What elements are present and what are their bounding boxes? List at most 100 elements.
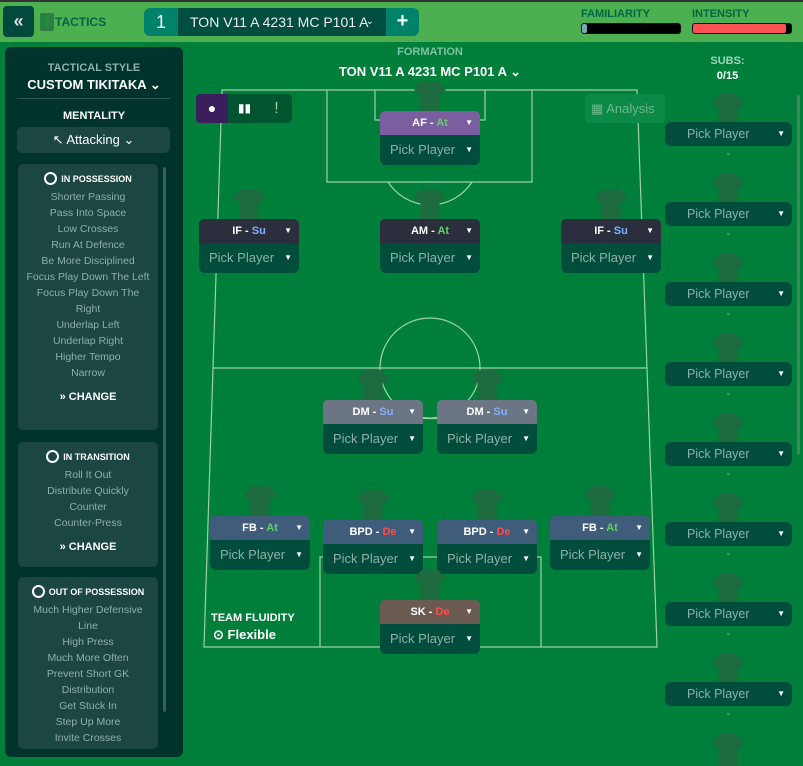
role-duty: Su bbox=[493, 406, 508, 418]
role-selector[interactable]: FB - At ▼ bbox=[210, 516, 310, 540]
instruction-item: Counter-Press bbox=[54, 517, 122, 529]
role-name: BPD bbox=[349, 526, 373, 538]
dropdown-arrow-icon: ▼ bbox=[522, 527, 530, 536]
grid-icon: ▦ bbox=[591, 101, 604, 116]
sub-placeholder: - bbox=[726, 228, 731, 240]
pick-sub-dropdown[interactable]: Pick Player ▼ bbox=[665, 682, 792, 706]
role-selector[interactable]: BPD - De ▼ bbox=[323, 520, 423, 544]
role-selector[interactable]: DM - Su ▼ bbox=[323, 400, 423, 424]
role-selector[interactable]: IF - Su ▼ bbox=[561, 219, 661, 243]
tactic-selector[interactable]: TON V11 A 4231 MC P101 A ⌄ bbox=[178, 8, 386, 36]
role-selector[interactable]: IF - Su ▼ bbox=[199, 219, 299, 243]
add-tactic-button[interactable]: + bbox=[386, 8, 419, 36]
tactic-slot-number[interactable]: 1 bbox=[144, 8, 178, 36]
role-selector[interactable]: AM - At ▼ bbox=[380, 219, 480, 243]
instruction-item: Counter bbox=[69, 501, 107, 513]
pick-player-dropdown[interactable]: Pick Player ▼ bbox=[323, 424, 423, 454]
team-fluidity-value[interactable]: ⊙ Flexible bbox=[213, 627, 276, 643]
pick-player-dropdown[interactable]: Pick Player ▼ bbox=[380, 243, 480, 273]
sub-placeholder: - bbox=[726, 708, 731, 720]
chevron-down-icon: ⌄ bbox=[149, 77, 161, 92]
pick-sub-dropdown[interactable]: Pick Player ▼ bbox=[665, 282, 792, 306]
pick-sub-dropdown[interactable]: Pick Player ▼ bbox=[665, 362, 792, 386]
stats-view-button[interactable]: ▮▮ bbox=[237, 101, 252, 115]
role-selector[interactable]: SK - De ▼ bbox=[380, 600, 480, 624]
dropdown-arrow-icon: ▼ bbox=[522, 434, 530, 443]
pick-player-dropdown[interactable]: Pick Player ▼ bbox=[550, 540, 650, 570]
pick-sub-dropdown[interactable]: Pick Player ▼ bbox=[665, 122, 792, 146]
pick-sub-dropdown[interactable]: Pick Player ▼ bbox=[665, 522, 792, 546]
sub-slot: Pick Player ▼ - bbox=[665, 202, 792, 240]
mentality-value: Attacking bbox=[66, 132, 120, 147]
pick-player-dropdown[interactable]: Pick Player ▼ bbox=[199, 243, 299, 273]
sidebar-scrollbar[interactable] bbox=[163, 167, 166, 712]
position-slot: DM - Su ▼ Pick Player ▼ bbox=[323, 400, 423, 454]
role-selector[interactable]: BPD - De ▼ bbox=[437, 520, 537, 544]
dropdown-arrow-icon: ▼ bbox=[284, 226, 292, 235]
pick-player-dropdown[interactable]: Pick Player ▼ bbox=[437, 424, 537, 454]
pick-player-dropdown[interactable]: Pick Player ▼ bbox=[323, 544, 423, 574]
sub-slot: Pick Player ▼ - bbox=[665, 522, 792, 560]
sub-slot: Pick Player ▼ - bbox=[665, 442, 792, 480]
pick-sub-dropdown[interactable]: Pick Player ▼ bbox=[665, 442, 792, 466]
mentality-dropdown[interactable]: ↖ Attacking ⌄ bbox=[17, 127, 170, 153]
intensity-meter[interactable] bbox=[692, 23, 792, 34]
dropdown-arrow-icon: ▼ bbox=[295, 550, 303, 559]
pick-player-dropdown[interactable]: Pick Player ▼ bbox=[380, 624, 480, 654]
sub-slot: Pick Player ▼ - bbox=[665, 282, 792, 320]
pick-player-dropdown[interactable]: Pick Player ▼ bbox=[561, 243, 661, 273]
formation-dropdown[interactable]: TON V11 A 4231 MC P101 A ⌄ bbox=[300, 64, 560, 80]
position-slot: FB - At ▼ Pick Player ▼ bbox=[210, 516, 310, 570]
dropdown-arrow-icon: ▼ bbox=[777, 369, 785, 378]
dropdown-arrow-icon: ▼ bbox=[465, 253, 473, 262]
role-name: AF bbox=[412, 117, 427, 129]
sub-placeholder: - bbox=[726, 548, 731, 560]
role-selector[interactable]: DM - Su ▼ bbox=[437, 400, 537, 424]
mentality-arrow-icon: ↖ bbox=[52, 132, 64, 147]
instruction-item: Focus Play Down The Left bbox=[26, 271, 150, 283]
player-name: Pick Player bbox=[447, 431, 513, 446]
dropdown-arrow-icon: ▼ bbox=[465, 226, 473, 235]
role-name: FB bbox=[242, 522, 257, 534]
change-in-possession-button[interactable]: » CHANGE bbox=[59, 391, 117, 403]
sub-placeholder: - bbox=[726, 468, 731, 480]
dropdown-arrow-icon: ▼ bbox=[646, 253, 654, 262]
familiarity-meter[interactable] bbox=[581, 23, 681, 34]
player-view-button[interactable]: ● bbox=[196, 94, 228, 123]
change-in-transition-button[interactable]: » CHANGE bbox=[59, 541, 117, 553]
dropdown-arrow-icon: ▼ bbox=[465, 145, 473, 154]
role-duty: De bbox=[496, 526, 511, 538]
role-duty: Su bbox=[613, 225, 628, 237]
role-name: BPD bbox=[463, 526, 487, 538]
role-selector[interactable]: FB - At ▼ bbox=[550, 516, 650, 540]
formation-label: FORMATION bbox=[397, 46, 463, 58]
tactical-style-dropdown[interactable]: CUSTOM TIKITAKA ⌄ bbox=[5, 77, 183, 93]
analysis-label: Analysis bbox=[606, 101, 655, 116]
role-name: FB bbox=[582, 522, 597, 534]
team-fluidity-label: TEAM FLUIDITY bbox=[211, 612, 295, 624]
pick-sub-dropdown[interactable]: Pick Player ▼ bbox=[665, 202, 792, 226]
subs-scrollbar[interactable] bbox=[797, 95, 800, 455]
position-slot: IF - Su ▼ Pick Player ▼ bbox=[199, 219, 299, 273]
pick-player-dropdown[interactable]: Pick Player ▼ bbox=[380, 135, 480, 165]
role-duty: At bbox=[266, 522, 278, 534]
instruction-item: Much Higher Defensive Line bbox=[33, 604, 143, 632]
role-selector[interactable]: AF - At ▼ bbox=[380, 111, 480, 135]
player-name: Pick Player bbox=[447, 551, 513, 566]
dropdown-arrow-icon: ▼ bbox=[465, 118, 473, 127]
tactics-view-button[interactable]: ! bbox=[274, 100, 279, 117]
player-name: Pick Player bbox=[687, 367, 750, 381]
back-button[interactable]: « bbox=[3, 6, 34, 37]
role-duty: At bbox=[436, 117, 448, 129]
divider bbox=[17, 98, 170, 99]
pick-player-dropdown[interactable]: Pick Player ▼ bbox=[210, 540, 310, 570]
instruction-item: Shorter Passing bbox=[50, 191, 126, 203]
pick-sub-dropdown[interactable]: Pick Player ▼ bbox=[665, 602, 792, 626]
position-slot: AM - At ▼ Pick Player ▼ bbox=[380, 219, 480, 273]
analysis-button[interactable]: ▦ Analysis bbox=[585, 94, 665, 123]
change-label: CHANGE bbox=[68, 541, 117, 553]
dropdown-arrow-icon: ▼ bbox=[284, 253, 292, 262]
familiarity-label: FAMILIARITY bbox=[581, 8, 651, 20]
pick-player-dropdown[interactable]: Pick Player ▼ bbox=[437, 544, 537, 574]
position-slot: FB - At ▼ Pick Player ▼ bbox=[550, 516, 650, 570]
